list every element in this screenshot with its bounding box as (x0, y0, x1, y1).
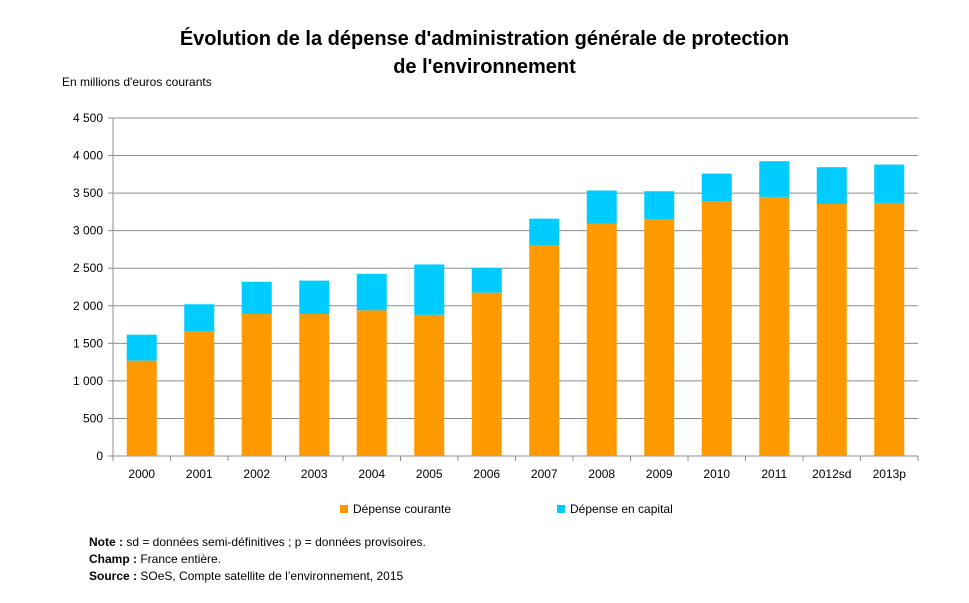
x-tick-label: 2010 (703, 467, 730, 481)
y-tick-label: 4 500 (73, 111, 103, 125)
x-tick-label: 2007 (531, 467, 558, 481)
bar-depense-capital (356, 273, 387, 311)
bar-depense-courante (471, 292, 502, 456)
legend-label-courante: Dépense courante (353, 502, 452, 516)
bar-depense-courante (701, 200, 732, 456)
bar-depense-capital (184, 304, 215, 331)
bar-depense-capital (529, 218, 560, 246)
y-tick-label: 1 500 (73, 336, 103, 350)
bar-depense-capital (471, 267, 502, 293)
bar-depense-capital (586, 190, 617, 224)
legend-swatch-courante (340, 505, 348, 513)
legend-item-courante: Dépense courante (340, 502, 451, 516)
x-tick-label: 2002 (243, 467, 270, 481)
x-tick-label: 2000 (128, 467, 155, 481)
bar-depense-courante (241, 314, 272, 456)
x-tick-label: 2008 (588, 467, 615, 481)
chart-title-line2: de l'environnement (393, 56, 576, 78)
y-tick-label: 4 000 (73, 149, 103, 163)
bar-depense-courante (299, 314, 330, 456)
y-tick-label: 1 000 (73, 374, 103, 388)
chart-notes: Note : sd = données semi-définitives ; p… (89, 534, 426, 585)
bar-depense-courante (529, 245, 560, 456)
legend-item-capital: Dépense en capital (557, 502, 673, 516)
champ-label: Champ : (89, 552, 137, 566)
chart-title-line1: Évolution de la dépense d'administration… (179, 28, 790, 50)
source-text: SOeS, Compte satellite de l’environnemen… (137, 569, 404, 583)
y-tick-label: 2 000 (73, 299, 103, 313)
bar-depense-capital (759, 161, 790, 197)
bar-depense-capital (874, 164, 905, 203)
bar-depense-courante (586, 223, 617, 456)
x-tick-label: 2009 (646, 467, 673, 481)
bar-depense-capital (299, 280, 330, 315)
bar-depense-capital (701, 173, 732, 201)
bar-depense-courante (414, 314, 445, 456)
x-tick-label: 2005 (416, 467, 443, 481)
bar-depense-capital (644, 191, 675, 220)
y-tick-label: 3 500 (73, 186, 103, 200)
bar-depense-courante (184, 330, 215, 456)
note-line: Note : sd = données semi-définitives ; p… (89, 534, 426, 551)
x-tick-label: 2006 (473, 467, 500, 481)
unit-label: En millions d'euros courants (62, 75, 212, 89)
x-tick-label: 2013p (873, 467, 907, 481)
x-tick-label: 2004 (358, 467, 385, 481)
legend-label-capital: Dépense en capital (570, 502, 673, 516)
note-text: sd = données semi-définitives ; p = donn… (123, 535, 426, 549)
bar-depense-courante (816, 204, 847, 456)
chart-title: Évolution de la dépense d'administration… (0, 25, 969, 81)
source-line: Source : SOeS, Compte satellite de l’env… (89, 568, 426, 585)
x-tick-label: 2001 (186, 467, 213, 481)
bar-depense-capital (414, 264, 445, 315)
bar-depense-capital (126, 334, 157, 361)
y-tick-label: 2 500 (73, 261, 103, 275)
bar-depense-capital (816, 167, 847, 205)
bar-depense-capital (241, 281, 272, 315)
y-tick-label: 0 (96, 449, 103, 463)
x-tick-label: 2012sd (812, 467, 851, 481)
bar-depense-courante (644, 219, 675, 456)
y-tick-label: 500 (83, 411, 103, 425)
champ-text: France entière. (137, 552, 222, 566)
bar-depense-courante (356, 310, 387, 456)
legend-swatch-capital (557, 505, 565, 513)
source-label: Source : (89, 569, 138, 583)
champ-line: Champ : France entière. (89, 551, 426, 568)
x-tick-label: 2003 (301, 467, 328, 481)
bar-depense-courante (126, 360, 157, 456)
bar-depense-courante (874, 202, 905, 456)
y-tick-label: 3 000 (73, 224, 103, 238)
x-tick-label: 2011 (761, 467, 787, 481)
note-label: Note : (89, 535, 123, 549)
bar-depense-courante (759, 196, 790, 456)
